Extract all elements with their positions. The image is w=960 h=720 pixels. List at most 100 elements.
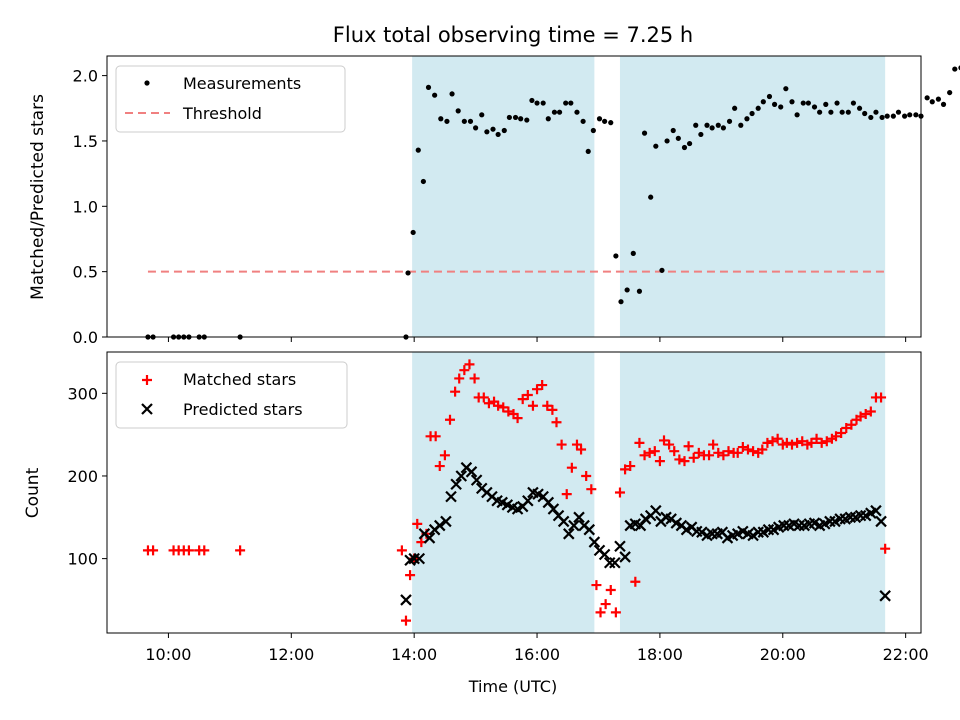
matched-star-point bbox=[732, 447, 743, 458]
predicted-star-point bbox=[568, 519, 580, 532]
measurement-point bbox=[455, 108, 461, 114]
measurement-point bbox=[823, 101, 829, 107]
matched-star-point bbox=[792, 437, 803, 448]
measurement-point bbox=[534, 100, 540, 106]
measurement-point bbox=[432, 92, 438, 98]
measurement-point bbox=[771, 101, 778, 107]
measurement-point bbox=[839, 109, 845, 115]
matched-star-point bbox=[704, 450, 715, 461]
matched-star-point bbox=[876, 392, 887, 403]
predicted-star-point bbox=[747, 529, 759, 542]
matched-star-point bbox=[659, 435, 670, 446]
matched-star-point bbox=[644, 447, 655, 458]
measurement-point bbox=[794, 112, 800, 118]
matched-star-point bbox=[669, 446, 680, 457]
measurement-point bbox=[420, 178, 426, 185]
matched-star-point bbox=[605, 585, 616, 596]
matched-star-point bbox=[199, 545, 210, 556]
matched-star-point bbox=[806, 437, 817, 448]
matched-star-point bbox=[742, 444, 753, 455]
matched-star-point bbox=[781, 437, 792, 448]
matched-star-point bbox=[542, 400, 553, 411]
matched-star-point bbox=[860, 408, 871, 419]
matched-star-point bbox=[816, 437, 827, 448]
measurement-point bbox=[744, 116, 750, 122]
measurement-point bbox=[760, 99, 766, 105]
measurement-point bbox=[556, 109, 563, 115]
matched-star-point bbox=[498, 402, 509, 413]
predicted-star-point bbox=[400, 594, 412, 606]
x-tick-label: 10:00 bbox=[145, 645, 191, 664]
predicted-star-point bbox=[445, 490, 457, 503]
predicted-star-point bbox=[455, 470, 468, 482]
legend-label: Measurements bbox=[183, 74, 301, 93]
measurement-point bbox=[693, 122, 699, 128]
measurement-point bbox=[800, 100, 806, 106]
matched-star-point bbox=[532, 384, 543, 395]
y-tick-label: 200 bbox=[67, 467, 98, 486]
matched-star-point bbox=[576, 444, 587, 455]
measurement-point bbox=[602, 118, 608, 124]
measurement-point bbox=[624, 287, 630, 293]
matched-star-point bbox=[654, 456, 665, 467]
matched-star-point bbox=[762, 437, 773, 448]
matched-star-point bbox=[459, 365, 470, 376]
measurement-point bbox=[518, 116, 524, 122]
measurement-point bbox=[641, 130, 648, 136]
predicted-star-point bbox=[440, 515, 452, 528]
measurement-point bbox=[664, 138, 670, 144]
matched-star-point bbox=[412, 518, 423, 529]
matched-star-point bbox=[693, 447, 704, 458]
matched-star-point bbox=[630, 576, 641, 587]
measurement-point bbox=[659, 267, 665, 273]
matched-star-point bbox=[620, 464, 631, 475]
matched-star-point bbox=[517, 394, 528, 405]
matched-star-point bbox=[821, 436, 832, 447]
matched-star-point bbox=[639, 450, 650, 461]
predicted-star-point bbox=[588, 536, 601, 548]
measurement-point bbox=[551, 109, 558, 115]
measurement-point bbox=[461, 118, 467, 124]
measurement-point bbox=[596, 116, 603, 122]
matched-star-point bbox=[439, 450, 450, 461]
measurement-point bbox=[778, 104, 784, 110]
measurement-point bbox=[410, 229, 416, 236]
matched-star-point bbox=[148, 545, 159, 556]
measurement-point bbox=[738, 122, 744, 128]
measurement-point bbox=[585, 148, 591, 155]
legend-box bbox=[115, 65, 346, 133]
measurement-point bbox=[817, 109, 823, 115]
measurement-point bbox=[715, 122, 721, 128]
measurement-point bbox=[709, 125, 715, 131]
matched-star-point bbox=[551, 417, 562, 428]
measurement-point bbox=[749, 110, 755, 117]
measurement-point bbox=[834, 100, 840, 106]
measurement-point bbox=[940, 101, 947, 107]
matched-star-point bbox=[737, 442, 748, 453]
measurement-point bbox=[873, 109, 879, 115]
matched-star-point bbox=[634, 437, 645, 448]
matched-star-point bbox=[581, 470, 592, 481]
predicted-star-point bbox=[433, 519, 446, 532]
matched-star-point bbox=[723, 446, 734, 457]
measurement-point bbox=[686, 140, 693, 147]
measurement-point bbox=[425, 84, 432, 90]
measurement-point bbox=[681, 144, 688, 151]
legend-marker-predicted bbox=[141, 403, 153, 415]
predicted-star-point bbox=[598, 548, 611, 561]
legend-box bbox=[115, 361, 348, 429]
measurement-point bbox=[648, 194, 654, 200]
matched-star-point bbox=[708, 439, 719, 450]
matched-star-point bbox=[556, 439, 567, 450]
measurement-point bbox=[732, 105, 738, 111]
measurement-point bbox=[879, 114, 885, 121]
matched-star-point bbox=[450, 386, 461, 397]
predicted-star-point bbox=[413, 552, 426, 565]
observing-window bbox=[619, 352, 886, 633]
measurement-point bbox=[902, 113, 908, 119]
measurement-point bbox=[444, 118, 450, 124]
predicted-star-point bbox=[573, 511, 585, 524]
measurement-point bbox=[726, 118, 733, 124]
measurement-point bbox=[473, 125, 479, 131]
predicted-star-point bbox=[450, 478, 462, 491]
